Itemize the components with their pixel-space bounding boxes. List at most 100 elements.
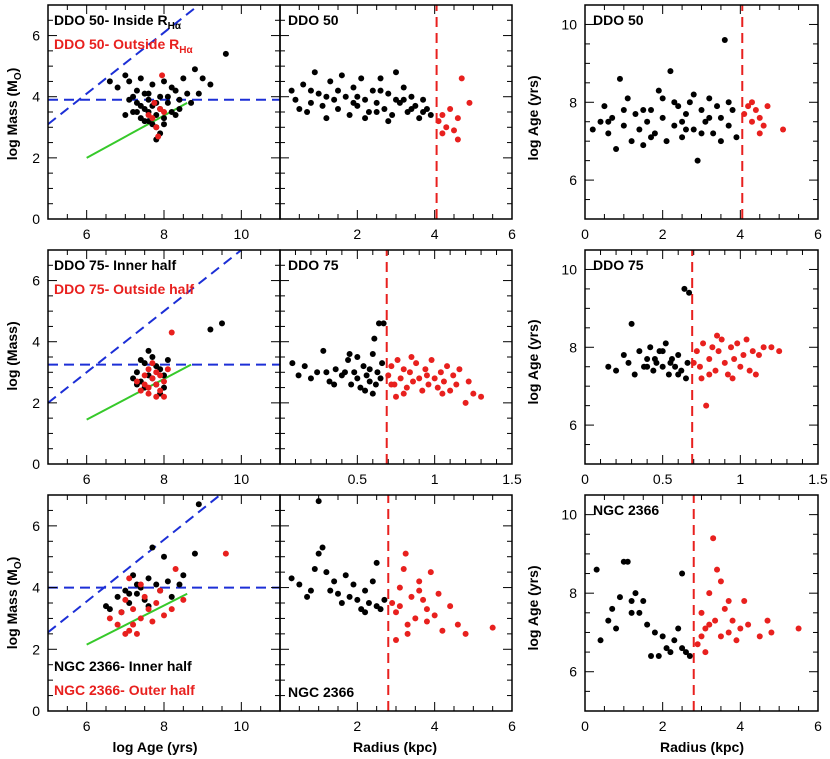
point-outer-0 [133, 378, 140, 385]
panel-r1-c1: 0.5 1 1.5 DDO 75 [279, 249, 522, 487]
point-inner-1 [133, 369, 140, 376]
point-outer-11 [427, 569, 434, 576]
point-inside-2 [601, 103, 608, 110]
point-inner-20 [377, 606, 384, 613]
point-outer-10 [416, 375, 423, 382]
point-outer-18 [126, 575, 133, 582]
point-inside-8 [319, 102, 326, 109]
legend-entry-1: DDO 75- Outside half [54, 281, 194, 297]
point-inside-0 [288, 87, 295, 94]
point-inside-20 [671, 122, 678, 129]
point-inner-3 [625, 359, 632, 366]
point-inner-10 [636, 609, 643, 616]
point-inside-26 [694, 157, 701, 164]
point-outer-0 [106, 615, 113, 622]
point-inner-4 [628, 320, 635, 327]
point-inner-22 [682, 649, 689, 656]
point-outside-2 [443, 124, 450, 131]
point-inside-25 [690, 126, 697, 133]
point-outside-8 [748, 99, 755, 106]
fit-line-2 [86, 592, 188, 646]
point-outer-18 [795, 625, 802, 632]
y-tick-label: 10 [561, 16, 577, 32]
y-tick-label: 6 [32, 518, 40, 534]
point-inside-10 [327, 78, 334, 85]
point-inside-40 [393, 96, 399, 103]
point-outer-17 [437, 369, 444, 376]
point-inner-0 [289, 360, 296, 367]
point-outer-13 [425, 381, 432, 388]
point-outer-14 [168, 606, 175, 613]
y-tick-label: 0 [32, 703, 40, 719]
point-outer-11 [153, 600, 160, 606]
point-outer-1 [141, 372, 148, 379]
panel-frame [47, 494, 281, 712]
point-inner-13 [357, 384, 364, 391]
x-tick-label: 6 [83, 718, 91, 734]
point-outer-5 [157, 387, 164, 394]
point-inner-18 [369, 578, 376, 585]
point-inside-0 [106, 78, 113, 85]
point-inside-34 [725, 122, 732, 129]
point-inside-24 [176, 96, 183, 103]
x-label-radius-right: Radius (kpc) [660, 739, 744, 755]
point-inside-15 [346, 112, 353, 119]
plot-area [288, 5, 473, 219]
point-inner-31 [341, 369, 348, 376]
point-outer-13 [741, 598, 748, 605]
point-outer-20 [752, 371, 759, 378]
point-outer-6 [161, 378, 167, 385]
point-outer-17 [768, 629, 775, 636]
x-label-radius-mid: Radius (kpc) [353, 739, 437, 755]
point-inside-40 [141, 118, 148, 125]
point-outer-8 [721, 605, 728, 612]
point-inside-11 [145, 96, 152, 103]
point-inside-46 [350, 99, 357, 106]
point-inside-39 [176, 105, 183, 112]
point-outer-13 [149, 360, 156, 367]
x-tick-label: 2 [659, 226, 667, 242]
point-inner-9 [647, 344, 654, 351]
point-inner-14 [662, 340, 669, 347]
panel-r2-c0: 6 8 10 0 2 4 6 NGC 2366- Inner half NGC 2366- Ou… [32, 494, 281, 734]
point-inside-35 [729, 107, 736, 114]
point-inner-14 [651, 629, 658, 636]
point-inner-11 [342, 572, 349, 579]
point-outside-1 [745, 103, 752, 110]
point-outer-9 [145, 366, 152, 373]
point-outer-15 [447, 603, 454, 610]
point-outer-6 [709, 344, 716, 351]
point-inner-16 [362, 587, 369, 594]
point-inner-10 [338, 600, 345, 606]
point-inside-25 [385, 90, 392, 97]
point-inside-27 [698, 107, 705, 114]
point-inner-25 [628, 609, 635, 616]
point-inner-13 [659, 363, 666, 370]
x-label-age: log Age (yrs) [112, 739, 197, 755]
x-tick-label: 4 [736, 718, 744, 734]
legend-entry-0: NGC 2366- Inner half [54, 658, 192, 674]
point-inner-20 [675, 625, 682, 632]
y-tick-label: 6 [569, 664, 577, 680]
point-inner-15 [164, 578, 171, 585]
point-inner-18 [180, 572, 187, 579]
point-inner-5 [149, 354, 156, 360]
point-inner-7 [624, 558, 631, 565]
point-outer-21 [396, 603, 403, 610]
point-inner-4 [315, 550, 322, 557]
point-outer-0 [385, 372, 392, 379]
dashed-line-0 [48, 5, 201, 126]
point-outer-18 [440, 378, 447, 385]
point-outer-21 [450, 372, 457, 379]
point-inner-5 [616, 594, 623, 601]
point-outer-16 [145, 390, 152, 397]
point-inner-17 [365, 600, 372, 606]
point-outer-27 [478, 393, 485, 400]
point-outer-10 [729, 617, 736, 624]
y-tick-label: 4 [32, 580, 40, 596]
dashed-line-0 [48, 495, 222, 634]
point-inner-0 [593, 566, 600, 573]
point-outer-4 [703, 402, 710, 409]
point-outer-17 [153, 381, 160, 388]
